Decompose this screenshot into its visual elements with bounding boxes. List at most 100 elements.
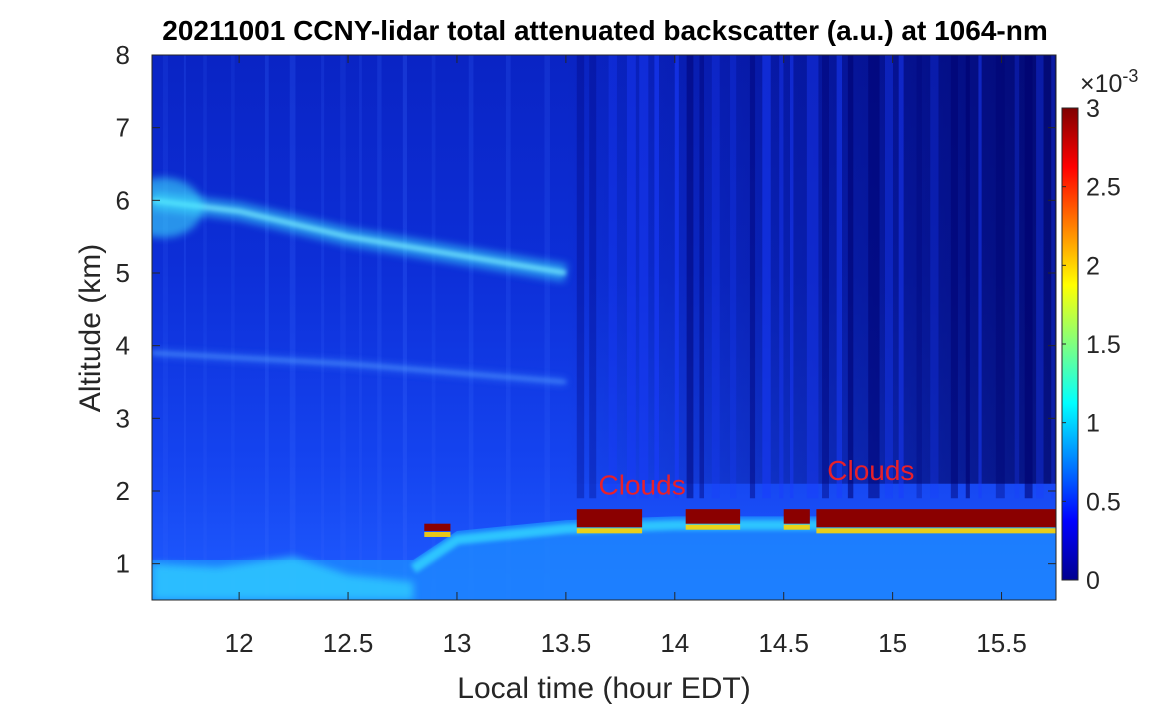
noise-stripe bbox=[686, 55, 694, 499]
noise-stripes bbox=[162, 55, 1055, 600]
cloud-segment bbox=[424, 523, 451, 531]
plot-frame bbox=[151, 54, 1057, 601]
cloud-base-glow bbox=[576, 528, 643, 534]
noise-stripe bbox=[711, 55, 720, 499]
noise-stripe bbox=[1014, 55, 1020, 499]
noise-stripe bbox=[544, 55, 550, 600]
noise-stripe bbox=[431, 55, 436, 600]
noise-stripe bbox=[847, 55, 854, 499]
noise-stripe bbox=[264, 55, 269, 600]
colorbar-ticks: 0 0.5 1 1.5 2 2.5 3 bbox=[1062, 95, 1121, 595]
y-tick-label: 8 bbox=[116, 40, 130, 70]
noise-stripe bbox=[884, 55, 893, 499]
annotation-layer: Clouds Clouds bbox=[599, 455, 915, 501]
noise-stripe bbox=[868, 55, 880, 499]
noise-stripe bbox=[930, 55, 939, 499]
noise-stripe bbox=[402, 55, 407, 600]
chart-title: 20211001 CCNY-lidar total attenuated bac… bbox=[162, 15, 1047, 46]
y-tick-label: 1 bbox=[116, 549, 130, 579]
noise-stripe bbox=[789, 55, 794, 499]
colorbar: 0 0.5 1 1.5 2 2.5 3 ×10-3 bbox=[1061, 66, 1138, 595]
aerosol-layer-core bbox=[152, 197, 567, 276]
noise-stripe bbox=[822, 55, 829, 499]
noise-stripe bbox=[639, 55, 649, 499]
noise-stripe bbox=[654, 55, 659, 499]
colorbar-tick-label: 1 bbox=[1086, 410, 1100, 438]
x-axis-label: Local time (hour EDT) bbox=[457, 672, 750, 705]
x-tick-label: 14 bbox=[660, 628, 689, 658]
noise-stripe bbox=[806, 55, 819, 499]
x-tick-label: 13.5 bbox=[541, 628, 592, 658]
noise-stripe bbox=[576, 55, 585, 499]
noise-stripe bbox=[1024, 55, 1033, 499]
noise-stripe bbox=[995, 55, 1005, 499]
cloud-segment bbox=[816, 509, 1056, 528]
y-axis: 1 2 3 4 5 6 7 8 bbox=[116, 40, 1056, 579]
cloud-annotation: Clouds bbox=[827, 455, 914, 486]
y-tick-label: 2 bbox=[116, 476, 130, 506]
noise-stripe bbox=[950, 55, 958, 499]
colorbar-tick-label: 0.5 bbox=[1086, 488, 1121, 516]
noise-stripe bbox=[608, 55, 617, 499]
cloud-base-glow bbox=[685, 524, 741, 530]
colorbar-tick-label: 3 bbox=[1086, 95, 1100, 123]
noise-stripe bbox=[203, 55, 207, 600]
colorbar-tick-label: 2 bbox=[1086, 252, 1100, 280]
noise-stripe bbox=[1036, 55, 1044, 499]
cloud-segment bbox=[783, 509, 810, 524]
afternoon-dark-region bbox=[565, 55, 1056, 484]
y-tick-label: 7 bbox=[116, 113, 130, 143]
noise-stripe bbox=[730, 55, 737, 499]
x-tick-label: 12.5 bbox=[323, 628, 374, 658]
noise-stripe bbox=[505, 55, 511, 600]
colorbar-multiplier: ×10-3 bbox=[1080, 66, 1138, 98]
cloud-segment bbox=[685, 509, 741, 524]
noise-stripe bbox=[183, 55, 186, 600]
y-tick-label: 4 bbox=[116, 331, 130, 361]
x-tick-label: 12 bbox=[225, 628, 254, 658]
cloud-segment bbox=[576, 509, 643, 528]
noise-stripe bbox=[359, 55, 362, 600]
noise-stripe bbox=[468, 55, 474, 600]
noise-stripe bbox=[898, 55, 904, 499]
noise-stripe bbox=[762, 55, 771, 499]
noise-stripe bbox=[978, 55, 982, 499]
x-tick-label: 13 bbox=[443, 628, 472, 658]
cloud-base-glow bbox=[783, 524, 810, 530]
x-tick-label: 14.5 bbox=[758, 628, 809, 658]
colorbar-multiplier-base: ×10 bbox=[1080, 70, 1122, 98]
aerosol-blob bbox=[152, 177, 203, 238]
cloud-base-glow bbox=[816, 528, 1056, 534]
noise-stripe bbox=[377, 55, 382, 600]
colorbar-multiplier-exponent: -3 bbox=[1122, 66, 1138, 86]
plot-area bbox=[152, 55, 1056, 600]
colorbar-tick-label: 2.5 bbox=[1086, 174, 1121, 202]
cloud-base-glow bbox=[424, 531, 451, 537]
noise-stripe bbox=[699, 55, 705, 499]
noise-stripe bbox=[289, 55, 296, 600]
colorbar-tick-label: 0 bbox=[1086, 567, 1100, 595]
y-axis-label: Altitude (km) bbox=[74, 244, 107, 412]
colorbar-tick-label: 1.5 bbox=[1086, 331, 1121, 359]
noise-stripe bbox=[965, 55, 970, 499]
noise-stripe bbox=[626, 55, 636, 499]
y-tick-label: 3 bbox=[116, 403, 130, 433]
noise-stripe bbox=[836, 55, 843, 499]
noise-stripe bbox=[749, 55, 756, 499]
noise-stripe bbox=[321, 55, 325, 600]
x-axis: 12 12.5 13 13.5 14 14.5 15 15.5 bbox=[225, 55, 1027, 658]
noise-stripe bbox=[589, 55, 597, 499]
noise-stripe bbox=[340, 55, 346, 600]
noise-stripe bbox=[916, 55, 922, 499]
aerosol-layer-core bbox=[152, 351, 566, 383]
noise-stripe bbox=[779, 55, 784, 499]
boundary-layer-bright bbox=[152, 556, 414, 600]
cloud-annotation: Clouds bbox=[599, 470, 686, 501]
y-tick-label: 6 bbox=[116, 185, 130, 215]
noise-stripe bbox=[674, 55, 679, 499]
x-tick-label: 15.5 bbox=[976, 628, 1027, 658]
noise-stripe bbox=[231, 55, 235, 600]
noise-stripe bbox=[1051, 55, 1055, 499]
noise-stripe bbox=[162, 55, 169, 600]
y-tick-label: 5 bbox=[116, 258, 130, 288]
